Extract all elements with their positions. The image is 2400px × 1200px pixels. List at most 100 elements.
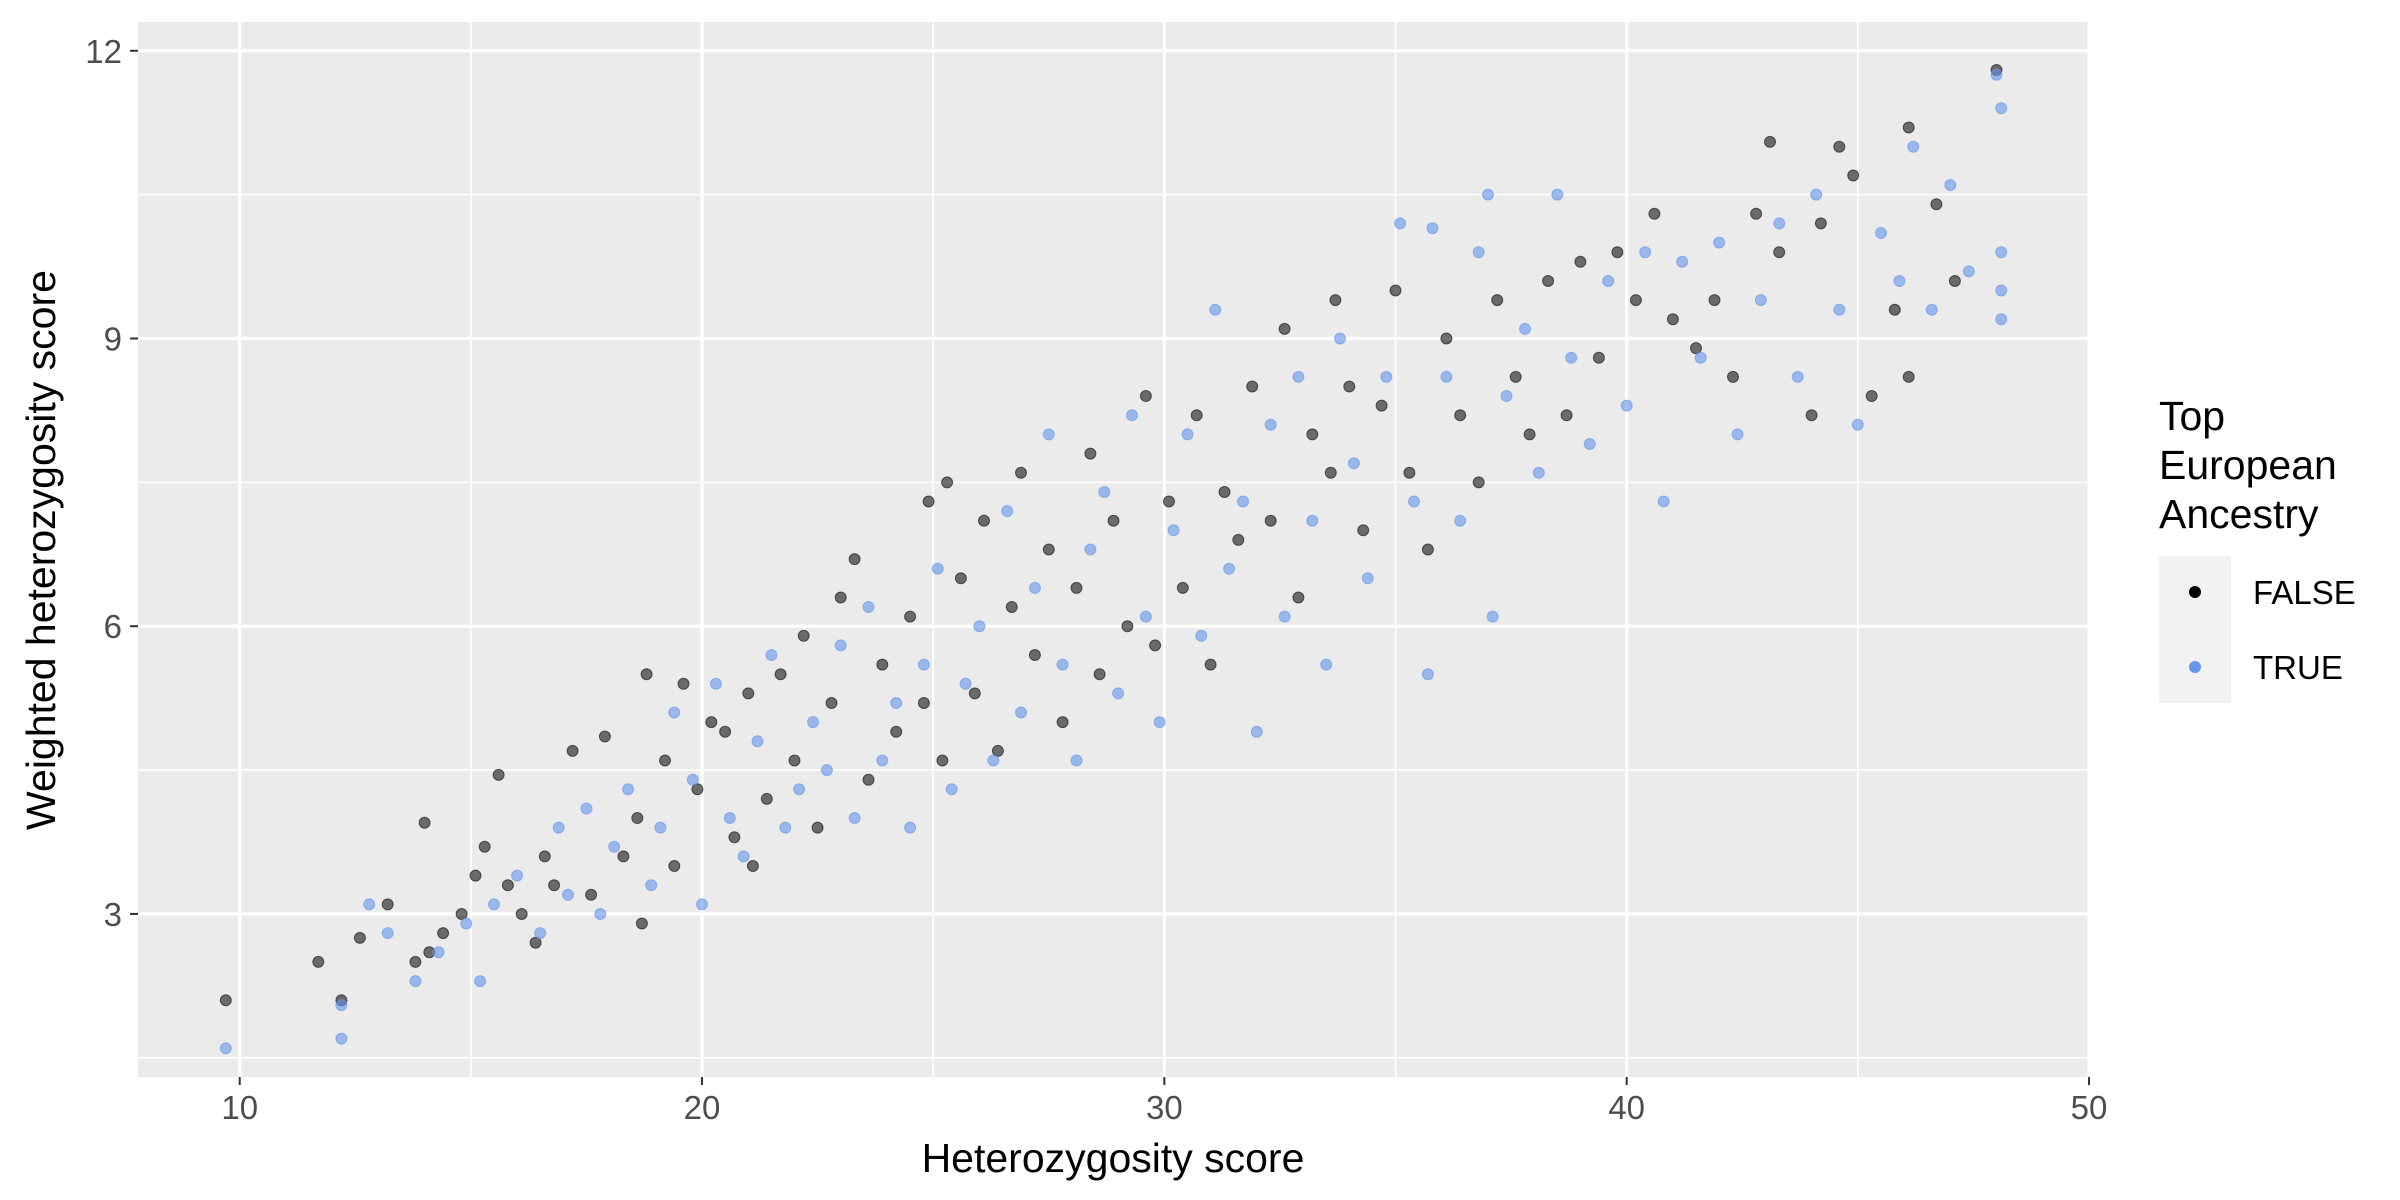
point-true-101 [1875, 227, 1887, 239]
point-true-0 [219, 1042, 232, 1055]
point-true-28 [779, 821, 792, 834]
point-true-97 [1791, 370, 1804, 383]
legend-title-line-2: European [2159, 442, 2337, 488]
point-true-9 [488, 898, 500, 911]
point-false-51 [968, 687, 981, 700]
point-false-41 [848, 553, 861, 566]
legend-key-background [2159, 556, 2231, 703]
point-true-22 [696, 898, 708, 911]
point-false-10 [469, 869, 482, 882]
point-false-47 [922, 495, 935, 508]
point-false-43 [876, 658, 889, 671]
point-false-15 [529, 936, 542, 949]
point-true-81 [1500, 390, 1513, 402]
point-true-92 [1694, 351, 1707, 364]
point-false-23 [635, 917, 648, 930]
point-true-89 [1639, 246, 1652, 259]
point-true-106 [1962, 265, 1975, 278]
point-false-71 [1232, 533, 1245, 546]
point-true-36 [890, 697, 903, 709]
point-false-93 [1574, 255, 1587, 268]
point-true-16 [608, 840, 621, 853]
point-false-12 [492, 768, 505, 781]
point-true-63 [1264, 418, 1277, 431]
point-true-20 [668, 706, 681, 719]
point-false-70 [1218, 486, 1231, 498]
point-false-103 [1764, 135, 1776, 148]
point-true-108 [1995, 102, 2008, 115]
point-true-84 [1551, 188, 1564, 201]
point-true-19 [654, 821, 667, 834]
point-false-65 [1149, 639, 1162, 652]
point-false-101 [1727, 370, 1739, 383]
point-false-81 [1375, 399, 1388, 412]
point-false-50 [954, 572, 967, 585]
point-true-104 [1925, 303, 1938, 316]
x-tick-label-0: 10 [221, 1089, 258, 1126]
point-true-37 [904, 821, 917, 834]
point-true-44 [1001, 505, 1014, 518]
point-true-105 [1944, 179, 1957, 191]
point-false-56 [1028, 649, 1041, 661]
point-true-43 [987, 754, 1000, 767]
point-false-97 [1648, 207, 1661, 220]
point-false-90 [1523, 428, 1536, 441]
point-true-6 [432, 946, 445, 959]
point-true-33 [848, 812, 861, 824]
x-tick-label-1: 20 [684, 1089, 721, 1126]
point-true-99 [1833, 303, 1846, 316]
point-true-38 [917, 658, 930, 671]
point-true-75 [1426, 222, 1439, 235]
point-false-66 [1163, 495, 1175, 508]
point-true-66 [1306, 514, 1319, 527]
point-true-74 [1421, 668, 1434, 681]
point-false-9 [455, 908, 468, 920]
point-true-67 [1320, 658, 1333, 671]
point-true-11 [534, 927, 547, 940]
point-false-89 [1509, 370, 1522, 383]
point-true-61 [1237, 495, 1249, 508]
point-true-25 [737, 850, 750, 863]
point-true-14 [580, 802, 593, 815]
point-false-29 [705, 716, 718, 729]
y-tick-label-1: 6 [104, 608, 122, 645]
point-true-7 [460, 917, 473, 930]
point-false-13 [501, 879, 514, 892]
point-true-73 [1408, 495, 1420, 508]
legend: Top European Ancestry FALSE TRUE [2159, 393, 2356, 703]
point-false-94 [1592, 351, 1605, 364]
point-false-104 [1773, 246, 1786, 259]
x-tick-label-3: 40 [1608, 1089, 1645, 1126]
point-false-113 [1930, 198, 1943, 211]
point-false-59 [1070, 581, 1083, 594]
point-true-52 [1112, 687, 1125, 700]
y-tick-label-3: 12 [85, 33, 122, 70]
point-true-95 [1754, 294, 1767, 307]
point-false-87 [1472, 476, 1485, 489]
point-false-73 [1264, 514, 1277, 527]
point-false-72 [1246, 380, 1259, 393]
point-false-92 [1560, 409, 1573, 422]
point-true-13 [562, 888, 574, 901]
point-false-31 [728, 831, 741, 844]
point-false-114 [1948, 275, 1961, 287]
point-false-86 [1454, 409, 1467, 422]
point-true-21 [686, 773, 699, 786]
point-false-88 [1491, 294, 1504, 307]
point-false-28 [691, 783, 704, 796]
point-true-111 [1995, 313, 2008, 326]
point-true-76 [1440, 370, 1453, 383]
point-true-79 [1482, 188, 1494, 201]
legend-key-false [2189, 586, 2201, 598]
point-false-82 [1389, 284, 1402, 297]
legend-title-line-3: Ancestry [2159, 491, 2319, 537]
point-false-109 [1865, 390, 1878, 402]
point-true-8 [474, 975, 487, 988]
point-false-96 [1629, 294, 1642, 307]
point-false-98 [1666, 313, 1679, 326]
legend-label-true: TRUE [2253, 649, 2343, 686]
point-false-76 [1306, 428, 1319, 441]
point-true-40 [945, 783, 958, 796]
point-true-3 [363, 898, 376, 911]
